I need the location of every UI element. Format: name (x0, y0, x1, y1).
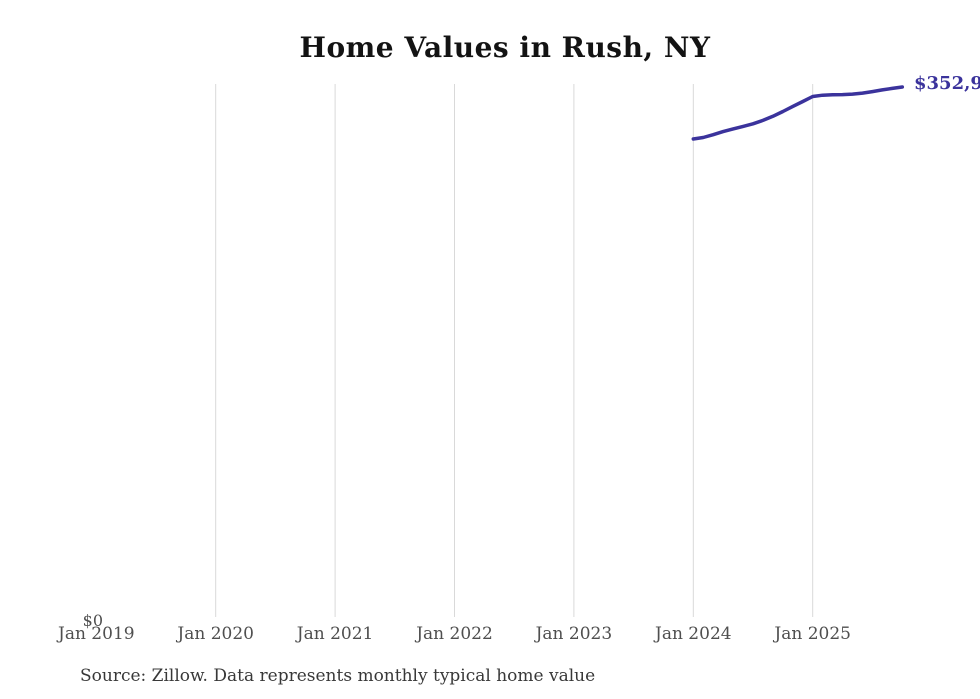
x-axis-label-2023: Jan 2023 (535, 624, 613, 644)
home-value-line (691, 85, 905, 141)
x-axis-label-2024: Jan 2024 (655, 624, 732, 644)
y-axis-zero-label: $0 (82, 611, 103, 630)
source-caption: Source: Zillow. Data represents monthly … (80, 666, 596, 686)
x-axis-label-2022: Jan 2022 (416, 624, 493, 644)
chart-title: Home Values in Rush, NY (299, 31, 711, 64)
line-end-value-label: $352,930 (914, 73, 980, 94)
x-axis-label-2021: Jan 2021 (296, 624, 374, 644)
x-axis-label-2025: Jan 2025 (774, 624, 851, 644)
x-axis-label-2020: Jan 2020 (177, 624, 254, 644)
x-axis-label-2019: Jan 2019 (58, 624, 135, 644)
